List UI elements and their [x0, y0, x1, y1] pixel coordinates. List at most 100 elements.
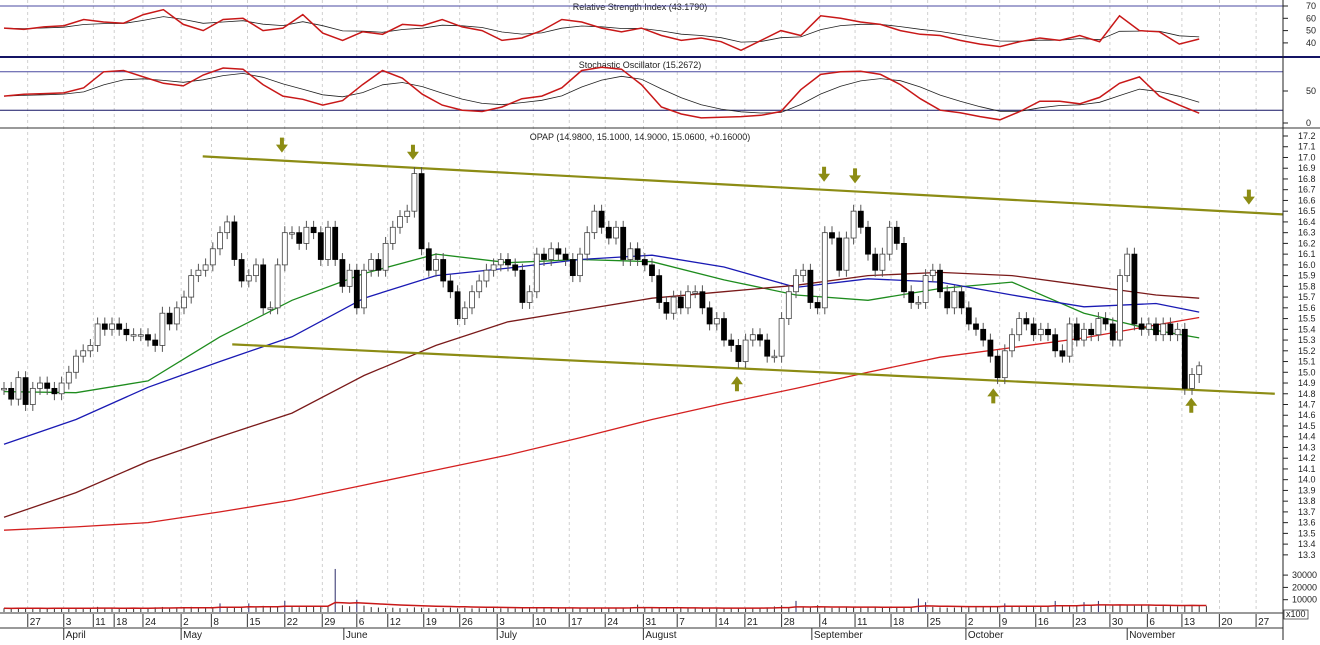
candle-bullish — [411, 173, 418, 212]
month-label: August — [645, 630, 676, 640]
candle-bullish — [771, 355, 778, 359]
candle-bullish — [217, 232, 223, 250]
candle-bullish — [65, 371, 72, 384]
week-label: 7 — [679, 617, 685, 628]
week-label: 22 — [287, 617, 299, 628]
candle-bearish — [512, 264, 519, 271]
candle-bearish — [1030, 323, 1037, 336]
candle-bullish — [245, 275, 252, 282]
candle-bearish — [51, 387, 58, 395]
week-label: 13 — [1184, 617, 1196, 628]
price-tick-label: 15.0 — [1298, 367, 1316, 377]
week-label: 2 — [968, 617, 974, 628]
candle-bullish — [713, 318, 720, 325]
candle-bullish — [130, 334, 137, 337]
candle-bullish — [433, 259, 439, 271]
price-tick-label: 15.4 — [1298, 324, 1316, 334]
candle-bearish — [145, 334, 151, 341]
candle-bearish — [116, 323, 123, 330]
candle-bullish — [793, 275, 799, 293]
candle-bullish — [922, 275, 929, 303]
week-label: 26 — [462, 617, 474, 628]
price-tick-label: 14.6 — [1298, 410, 1316, 420]
candle-bullish — [476, 280, 483, 293]
week-label: 12 — [390, 617, 402, 628]
candle-bullish — [843, 237, 850, 271]
candle-bullish — [1124, 253, 1131, 277]
moving-average-line — [3, 271, 1200, 518]
moving-average-line — [3, 254, 1200, 445]
stochastic-title: Stochastic Oscillator (15.2672) — [579, 60, 702, 70]
arrow-down-icon — [275, 137, 288, 153]
price-tick-label: 13.3 — [1298, 550, 1316, 560]
arrow-down-icon — [406, 144, 419, 160]
week-label: 16 — [1038, 617, 1050, 628]
stochastic-signal-line — [3, 72, 1200, 114]
date-axis: 27 3 11 18 24 2 8 15 22 29 6 12 19 26 3 10 17 24 31 7 14 21 28… — [0, 612, 1283, 641]
candle-bullish — [181, 296, 187, 309]
candle-bearish — [901, 242, 907, 293]
week-label: 17 — [571, 617, 583, 628]
candle-bearish — [656, 275, 663, 303]
candle-bearish — [454, 291, 461, 319]
candle-bullish — [685, 291, 691, 309]
candle-bullish — [548, 248, 555, 260]
price-tick-label: 16.6 — [1298, 195, 1316, 205]
candle-bullish — [929, 269, 936, 277]
candle-bearish — [908, 291, 915, 303]
candle-bullish — [389, 226, 396, 244]
candle-bearish — [1023, 318, 1030, 325]
candle-bullish — [404, 210, 411, 217]
candle-bullish — [87, 345, 94, 352]
rsi-tick-label: 50 — [1306, 26, 1316, 36]
candle-bearish — [447, 280, 454, 293]
stochastic-tick-label: 50 — [1306, 86, 1316, 96]
candle-bearish — [605, 226, 612, 239]
candle-bullish — [591, 210, 598, 234]
candle-bullish — [584, 232, 591, 255]
candle-bearish — [699, 291, 706, 309]
price-tick-label: 13.8 — [1298, 496, 1316, 506]
candle-bullish — [274, 264, 281, 309]
candle-bullish — [749, 334, 756, 341]
candle-bullish — [879, 253, 886, 271]
candle-bullish — [325, 226, 331, 260]
candle-bullish — [80, 350, 87, 357]
candle-bearish — [677, 296, 684, 309]
candle-bullish — [361, 269, 367, 309]
candle-bearish — [555, 248, 562, 255]
candle-bearish — [425, 248, 432, 271]
candle-bullish — [1196, 365, 1203, 375]
candle-bearish — [317, 232, 324, 260]
candle-bearish — [598, 210, 605, 228]
candle-bullish — [137, 334, 144, 337]
candle-bearish — [569, 259, 576, 277]
price-tick-label: 13.9 — [1298, 485, 1316, 495]
price-tick-label: 15.6 — [1298, 303, 1316, 313]
week-label: 24 — [145, 617, 157, 628]
candle-bearish — [829, 232, 835, 239]
candle-bearish — [857, 210, 864, 228]
candle-bearish — [634, 248, 641, 260]
price-tick-label: 14.5 — [1298, 421, 1316, 431]
candle-bullish — [785, 291, 792, 319]
month-label: October — [968, 630, 1004, 640]
candle-bullish — [253, 264, 259, 277]
candle-bearish — [152, 339, 159, 346]
candle-bullish — [1145, 323, 1152, 330]
candle-bullish — [490, 264, 497, 271]
week-label: 28 — [784, 617, 796, 628]
candle-bullish — [951, 291, 958, 309]
candle-bullish — [483, 269, 490, 282]
candle-bearish — [296, 232, 303, 244]
price-tick-label: 15.8 — [1298, 281, 1316, 291]
price-tick-label: 16.7 — [1298, 185, 1316, 195]
candle-bearish — [123, 328, 130, 336]
price-tick-label: 13.5 — [1298, 528, 1316, 538]
grid-lines — [27, 0, 1257, 612]
candle-bearish — [1138, 323, 1145, 330]
price-tick-label: 15.2 — [1298, 346, 1316, 356]
week-label: 29 — [324, 617, 336, 628]
moving-average-line — [3, 316, 1200, 531]
candle-bearish — [973, 323, 979, 330]
